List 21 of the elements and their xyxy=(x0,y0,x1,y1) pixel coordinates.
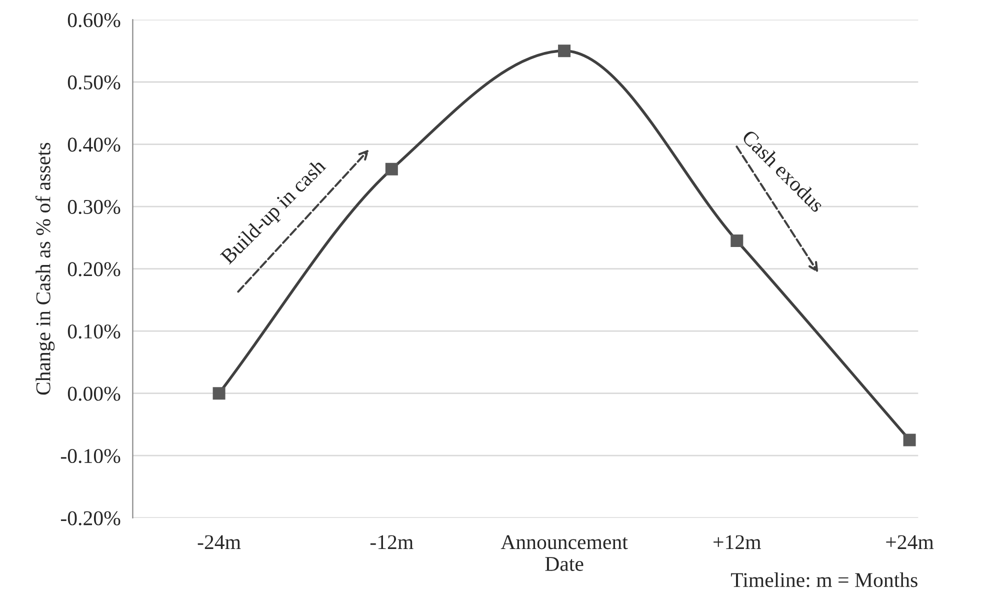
x-tick-label: +12m xyxy=(714,535,761,549)
x-tick-label: -12m xyxy=(370,535,414,549)
point xyxy=(212,387,226,400)
y-tick-label: 0.40% xyxy=(68,138,120,152)
y-tick-label: 0.00% xyxy=(68,386,120,401)
point xyxy=(558,44,571,58)
y-tick-label: 0.20% xyxy=(68,262,120,276)
y-axis-title: Change in Cash as % of assets xyxy=(35,142,55,395)
point xyxy=(730,234,744,248)
y-tick-label: 0.50% xyxy=(68,75,120,90)
x-tick-label: +24m xyxy=(886,535,934,549)
y-tick-label: 0.30% xyxy=(68,200,120,214)
y-tick-label: 0.60% xyxy=(68,13,120,28)
y-tick-label: -0.10% xyxy=(60,448,120,464)
point xyxy=(385,162,398,176)
point xyxy=(903,434,916,446)
y-tick-label: -0.20% xyxy=(60,511,120,526)
x-tick-label: Announcement Date xyxy=(500,535,628,571)
x-tick-label: -24m xyxy=(198,535,241,549)
y-tick-label: 0.10% xyxy=(68,324,120,339)
x-axis-title: Timeline: m = Months xyxy=(731,572,918,588)
